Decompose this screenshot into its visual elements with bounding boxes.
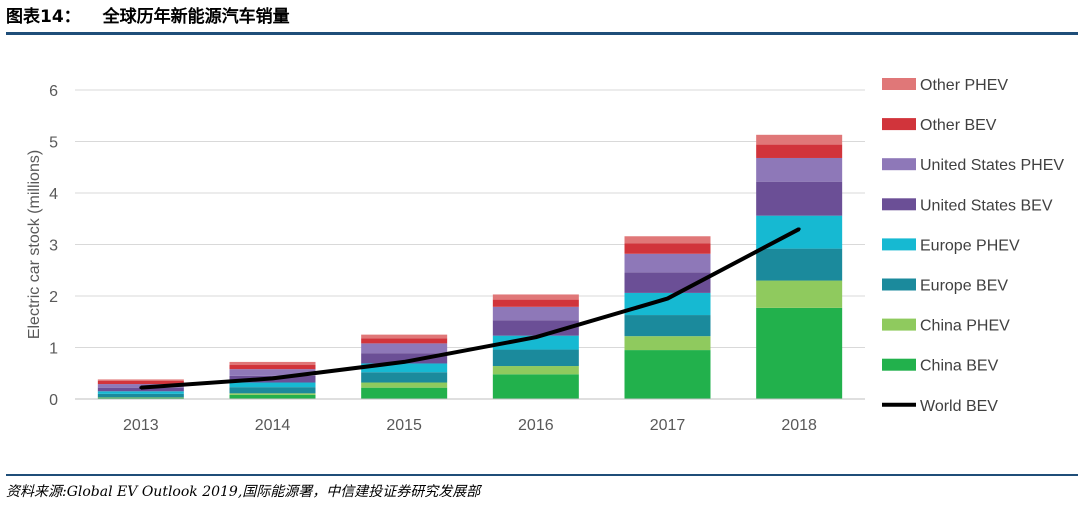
legend-swatch xyxy=(882,358,916,371)
legend-label: United States PHEV xyxy=(920,157,1064,174)
source-divider xyxy=(6,474,1078,476)
y-axis-label: Electric car stock (millions) xyxy=(26,150,43,339)
stacked-bar-chart: 0 1 2 3 4 5 6 Electric car stock (millions) 2013… xyxy=(26,77,1064,434)
bar-segment xyxy=(229,369,316,376)
bar-segment xyxy=(624,243,711,254)
bar-segment xyxy=(229,393,316,395)
legend-swatch xyxy=(882,318,916,331)
legend-swatch xyxy=(882,278,916,291)
bar-segment xyxy=(624,315,711,337)
bar-segment xyxy=(492,294,579,300)
figure-title: 图表14： 全球历年新能源汽车销量 xyxy=(6,4,290,30)
legend-swatch xyxy=(882,78,916,90)
line-series-world-bev xyxy=(140,227,801,390)
bar-segment xyxy=(229,382,316,388)
bar-segment xyxy=(361,387,448,399)
bar-segment xyxy=(97,379,184,381)
bar-segment xyxy=(624,236,711,244)
x-tick-label: 2018 xyxy=(781,417,817,434)
legend-label: Europe PHEV xyxy=(920,237,1020,254)
legend-label: Other PHEV xyxy=(920,77,1008,94)
bar-segment xyxy=(624,292,711,316)
bar-segment xyxy=(97,387,184,392)
bar-segment xyxy=(492,366,579,375)
legend-swatch xyxy=(882,198,916,211)
line-point xyxy=(271,376,274,380)
x-tick-label: 2015 xyxy=(386,417,422,434)
bar-segment xyxy=(229,387,316,394)
bar-segment xyxy=(229,394,316,399)
line-point xyxy=(402,360,406,364)
y-tick-label: 2 xyxy=(49,289,58,306)
line-point xyxy=(139,386,143,390)
bar-segment xyxy=(361,372,448,383)
bar-segment xyxy=(492,299,579,307)
line-point xyxy=(797,227,801,231)
bar-segment xyxy=(492,374,579,399)
bar-segment xyxy=(361,363,448,373)
legend-swatch xyxy=(882,238,916,251)
bar-segment xyxy=(229,361,316,366)
bar-segment xyxy=(756,181,843,216)
line-point xyxy=(666,297,669,301)
bar-segment xyxy=(624,253,711,273)
x-tick-label: 2013 xyxy=(123,417,159,434)
bar-segment xyxy=(229,365,316,370)
bar-segment xyxy=(756,157,843,182)
legend-swatch xyxy=(882,158,916,171)
bar-segment xyxy=(97,397,184,399)
bar-segment xyxy=(97,393,184,398)
legend-swatch xyxy=(882,118,916,131)
x-tick-label: 2016 xyxy=(518,417,554,434)
bar-segment xyxy=(97,391,184,394)
legend-label: Europe BEV xyxy=(920,278,1008,295)
bar-segment xyxy=(361,382,448,388)
bar-segment xyxy=(97,380,184,385)
y-tick-label: 0 xyxy=(49,392,58,409)
bar-segment xyxy=(492,349,579,367)
legend-label: World BEV xyxy=(920,398,998,415)
bar-segment xyxy=(361,353,448,364)
bar-segment xyxy=(361,334,448,339)
bar-segment xyxy=(97,397,184,398)
line-point xyxy=(534,335,538,339)
x-tick-label: 2017 xyxy=(650,417,686,434)
bar-segment xyxy=(361,338,448,344)
bar-segment xyxy=(624,336,711,351)
bar-segment xyxy=(492,335,579,350)
figure-title-text: 全球历年新能源汽车销量 xyxy=(102,7,290,27)
bar-segment xyxy=(756,144,843,158)
legend-label: China BEV xyxy=(920,358,999,375)
x-tick-label: 2014 xyxy=(255,417,291,434)
y-tick-label: 5 xyxy=(49,135,58,152)
legend-label: United States BEV xyxy=(920,197,1053,214)
bar-segment xyxy=(361,343,448,354)
bar-segment xyxy=(756,307,843,399)
y-tick-label: 3 xyxy=(49,238,58,255)
y-tick-label: 4 xyxy=(49,186,58,203)
figure-number: 图表14： xyxy=(6,7,81,27)
bar-segment xyxy=(492,306,579,321)
legend-label: China PHEV xyxy=(920,318,1010,335)
source-note: 资料来源:Global EV Outlook 2019,国际能源署，中信建投证券… xyxy=(6,484,481,500)
bar-segment xyxy=(756,134,843,145)
legend-label: Other BEV xyxy=(920,117,997,134)
bar-segment xyxy=(756,280,843,308)
bar-segment xyxy=(624,350,711,399)
y-tick-label: 1 xyxy=(49,341,58,358)
y-tick-label: 6 xyxy=(49,83,58,100)
title-divider xyxy=(6,32,1078,35)
bar-segment xyxy=(756,248,843,281)
